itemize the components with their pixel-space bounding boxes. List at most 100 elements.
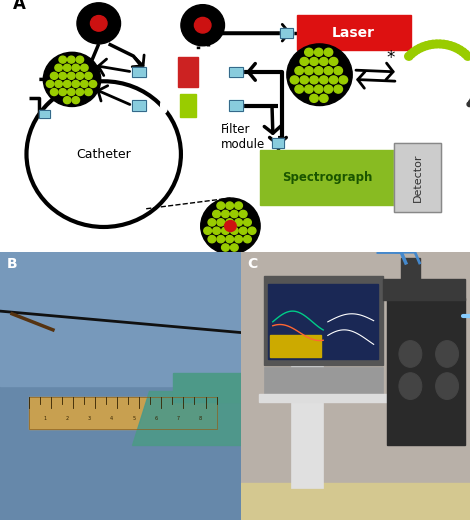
Circle shape [243,219,251,226]
Text: Catheter: Catheter [76,148,131,161]
Bar [264,276,383,365]
Circle shape [439,41,448,48]
Bar [272,138,284,148]
Bar [260,150,394,204]
Ellipse shape [161,98,167,113]
Circle shape [419,43,427,51]
Circle shape [305,85,313,93]
Text: 3: 3 [88,415,91,421]
Circle shape [201,198,260,254]
Bar [29,397,217,429]
Text: 1: 1 [44,415,47,421]
Ellipse shape [208,64,215,80]
Circle shape [81,64,88,71]
Bar [39,110,50,118]
Circle shape [226,219,234,226]
Circle shape [89,81,97,87]
Text: 8: 8 [198,415,202,421]
Circle shape [68,72,75,80]
Circle shape [295,67,304,75]
Circle shape [443,41,451,49]
Circle shape [300,58,308,66]
Text: 5: 5 [132,415,135,421]
Circle shape [458,48,467,56]
Bar [147,50,228,127]
Circle shape [50,72,58,80]
Circle shape [59,72,66,80]
Bar [394,143,441,212]
Bar [39,110,50,118]
Circle shape [208,236,216,243]
Circle shape [235,236,243,243]
Circle shape [339,76,348,84]
Bar [270,335,321,357]
Circle shape [324,85,333,93]
Circle shape [50,88,58,96]
Circle shape [320,94,328,102]
Bar [272,138,284,148]
Bar [229,67,243,77]
Circle shape [76,88,84,96]
Circle shape [85,72,92,80]
Bar [281,28,293,38]
Bar [178,57,198,87]
Circle shape [68,88,75,96]
Circle shape [59,56,66,63]
Circle shape [446,42,454,49]
Circle shape [217,219,225,226]
Circle shape [415,44,424,52]
Circle shape [305,67,313,75]
Circle shape [320,76,328,84]
Circle shape [295,85,304,93]
Bar [281,28,293,38]
Circle shape [221,211,229,218]
Circle shape [300,76,308,84]
Circle shape [314,67,323,75]
Bar [268,284,378,359]
Circle shape [239,211,247,218]
Bar [0,252,241,386]
Bar [29,397,217,429]
Circle shape [429,41,437,48]
Circle shape [413,46,421,54]
Circle shape [449,43,458,51]
Circle shape [195,17,211,33]
Circle shape [59,88,66,96]
Circle shape [76,56,84,63]
Circle shape [72,81,79,87]
Circle shape [324,67,333,75]
Bar [259,394,392,402]
Circle shape [72,64,79,71]
Circle shape [230,211,238,218]
Bar [387,298,465,445]
Circle shape [226,236,234,243]
Text: Filter
module: Filter module [220,123,265,151]
Ellipse shape [208,98,215,113]
Circle shape [324,48,333,56]
Text: Detector: Detector [413,153,423,202]
Circle shape [243,236,251,243]
Circle shape [425,41,434,49]
Text: Laser: Laser [332,25,375,40]
Bar [383,279,465,301]
Bar [264,367,383,397]
Text: *: * [387,49,395,67]
Circle shape [230,244,238,251]
Circle shape [221,244,229,251]
Circle shape [248,227,256,235]
Bar [229,100,243,111]
Circle shape [68,56,75,63]
Polygon shape [173,373,241,402]
Text: Spectrograph: Spectrograph [282,171,372,184]
Circle shape [204,227,212,235]
Circle shape [467,102,470,107]
Circle shape [90,16,107,31]
Circle shape [410,48,418,56]
Circle shape [208,219,216,226]
Bar [229,67,243,77]
Circle shape [455,46,464,54]
Circle shape [76,72,84,80]
Bar [401,257,420,284]
Circle shape [230,227,238,235]
Circle shape [436,373,459,399]
